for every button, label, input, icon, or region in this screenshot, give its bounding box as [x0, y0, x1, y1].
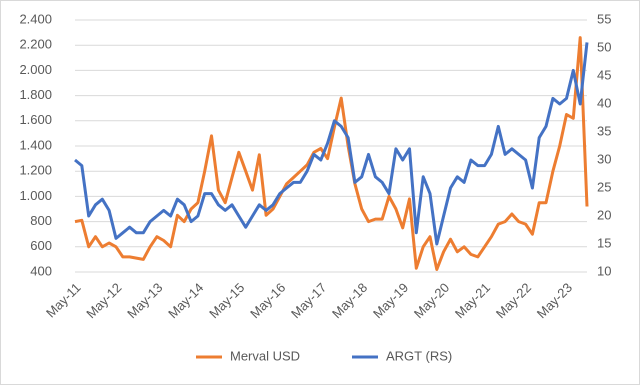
y2-tick-label: 55 — [597, 11, 611, 26]
y2-tick-label: 30 — [597, 151, 611, 166]
legend-label: ARGT (RS) — [386, 348, 452, 363]
legend-label: Merval USD — [230, 348, 300, 363]
y2-tick-label: 35 — [597, 123, 611, 138]
y-tick-label: 2.400 — [19, 11, 52, 26]
y2-tick-label: 40 — [597, 95, 611, 110]
y-tick-label: 1.200 — [19, 163, 52, 178]
y-tick-label: 2.000 — [19, 62, 52, 77]
y2-tick-label: 15 — [597, 235, 611, 250]
y2-tick-label: 10 — [597, 263, 611, 278]
y2-tick-label: 50 — [597, 39, 611, 54]
y-tick-label: 400 — [30, 263, 52, 278]
y-tick-label: 1.400 — [19, 137, 52, 152]
y2-tick-label: 20 — [597, 207, 611, 222]
y-tick-label: 800 — [30, 213, 52, 228]
series-line — [74, 42, 589, 246]
y-tick-label: 1.800 — [19, 87, 52, 102]
y-tick-label: 2.200 — [19, 37, 52, 52]
y2-tick-label: 45 — [597, 67, 611, 82]
y2-tick-label: 25 — [597, 179, 611, 194]
series-line — [74, 36, 589, 271]
y-tick-label: 1.000 — [19, 188, 52, 203]
y-tick-label: 1.600 — [19, 112, 52, 127]
y-tick-label: 600 — [30, 238, 52, 253]
